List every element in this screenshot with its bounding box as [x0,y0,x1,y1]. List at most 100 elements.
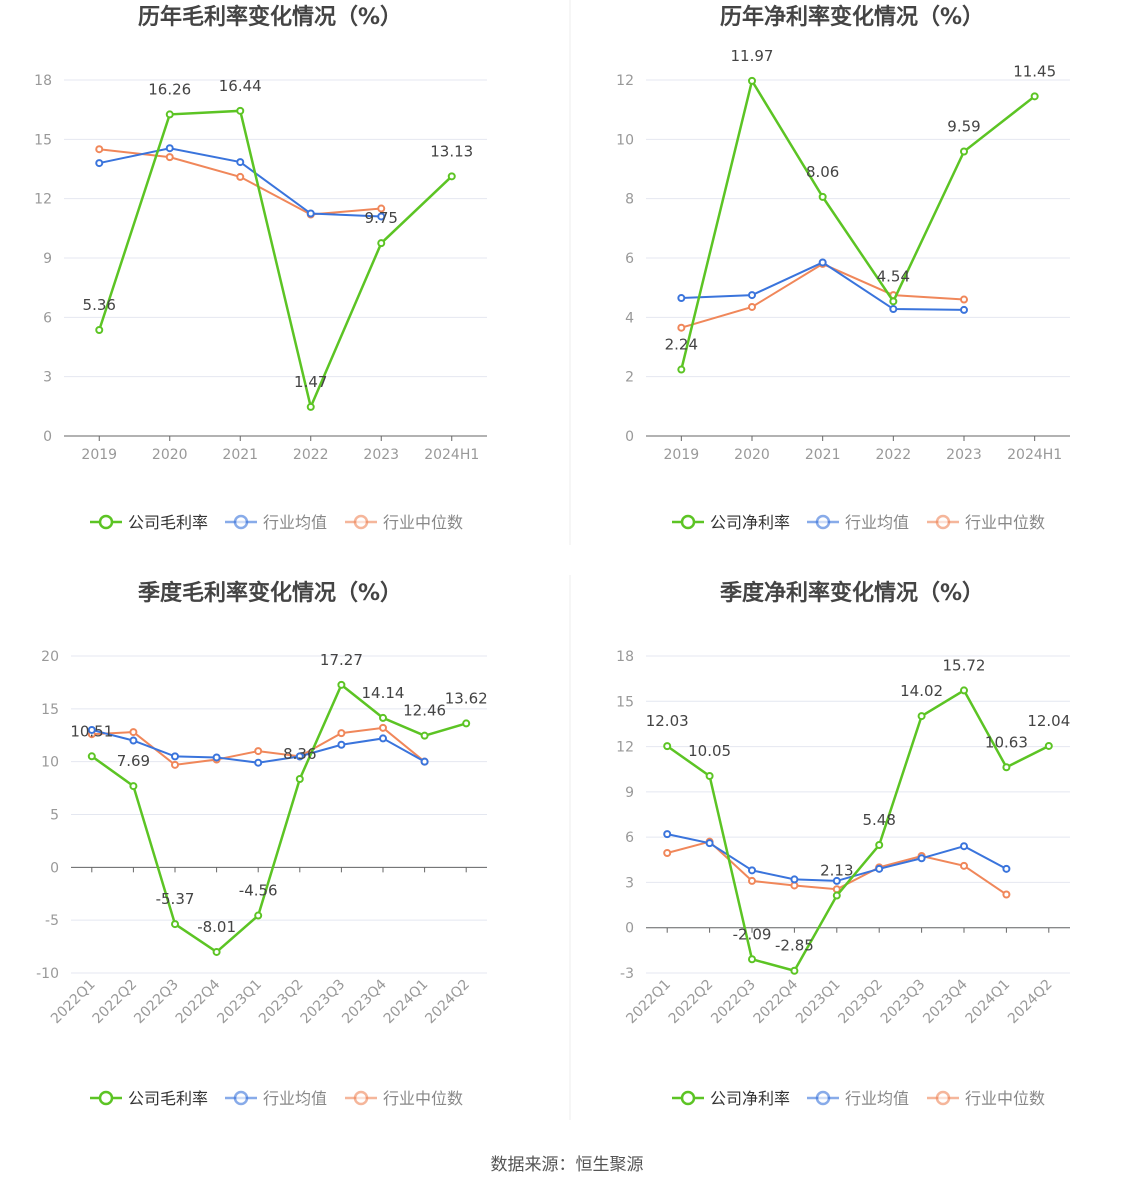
x-tick-label: 2023Q4 [920,976,971,1027]
data-point-avg [87,725,96,734]
data-point-avg [748,866,756,875]
y-tick-label: 3 [43,370,52,386]
data-label: 17.27 [320,651,363,669]
legend-swatch-marker [98,1090,114,1106]
y-tick-label: 9 [43,251,52,267]
data-point-median [379,723,387,732]
data-label: 2.24 [665,336,698,354]
x-tick-label: 2019 [81,447,117,463]
data-label: 9.59 [947,117,980,135]
data-point-median [663,848,672,857]
data-label: 2.13 [820,862,853,880]
legend-label: 公司净利率 [710,513,790,532]
data-point-company [663,742,672,751]
legend-item-avg: 行业均值 [807,1089,909,1108]
data-label: 13.62 [445,689,488,707]
x-tick-label: 2022Q4 [751,976,802,1027]
data-point-median [236,172,245,181]
y-tick-label: 2 [625,370,634,386]
data-point-company [171,920,179,929]
series-line-company [680,77,1036,370]
data-point-median [377,204,386,213]
data-point-company [748,76,756,85]
data-label: 12.04 [1027,712,1070,730]
chart-1: 历年毛利率变化情况（%） 0 3 6 9 12 15 18 2019 2020 2021 2022 20… [34,4,487,532]
x-tick-label: 2019 [664,447,700,463]
legend-label: 行业中位数 [383,1089,463,1108]
x-tick-label: 2022Q1 [623,977,674,1028]
y-tick-label: 8 [625,192,634,208]
data-point-company [917,712,926,721]
data-point-company [960,147,968,156]
y-tick-label: 12 [616,73,634,89]
data-label: -2.09 [733,925,772,943]
y-tick-label: 9 [625,785,634,801]
data-label: 16.26 [148,80,191,98]
data-label: 11.45 [1013,62,1056,80]
data-point-median [165,153,174,162]
data-point-avg [960,842,968,851]
y-tick-label: 15 [34,132,52,148]
data-label: -5.37 [156,890,195,908]
data-label: 4.54 [877,267,910,285]
chart-title: 历年净利率变化情况（%） [720,4,984,30]
x-tick-label: 2022Q3 [131,977,182,1028]
legend-label: 行业均值 [263,1089,327,1108]
chart-title: 历年毛利率变化情况（%） [138,4,402,30]
data-point-company [295,774,304,783]
legend-item-company: 公司净利率 [672,1089,790,1108]
data-point-avg [705,839,714,848]
x-tick-label: 2021 [805,447,841,463]
data-label: 7.69 [117,752,150,770]
data-label: 13.13 [430,142,473,160]
x-tick-label: 2023Q3 [878,977,929,1028]
x-tick-label: 2023Q3 [298,977,349,1028]
y-tick-label: 15 [616,694,634,710]
y-tick-label: -10 [36,966,59,982]
legend-swatch-marker [353,514,369,530]
data-point-company [705,772,714,781]
series-line-company [91,682,467,954]
data-point-company [677,365,686,374]
data-label: 14.02 [900,682,943,700]
data-point-company [447,172,456,181]
chart-title: 季度净利率变化情况（%） [720,580,984,606]
y-tick-label: 18 [616,649,634,665]
y-tick-label: 0 [43,429,52,445]
data-label: 11.97 [731,47,774,65]
legend-label: 公司净利率 [710,1089,790,1108]
data-point-median [960,295,968,304]
chart-legend: 公司毛利率 行业均值 行业中位数 [90,513,463,532]
data-label: 1.47 [294,373,327,391]
x-tick-label: 2023Q1 [214,977,265,1028]
data-label: 12.46 [403,702,446,720]
y-tick-label: 0 [625,921,634,937]
chart-legend: 公司毛利率 行业均值 行业中位数 [90,1089,463,1108]
legend-item-median: 行业中位数 [927,1089,1045,1108]
legend-label: 行业中位数 [965,1089,1045,1108]
data-label: 8.36 [283,745,316,763]
data-label: 10.51 [70,722,113,740]
data-label: 15.72 [943,656,986,674]
legend-swatch-marker [815,1090,831,1106]
data-point-company [129,782,138,791]
legend-swatch-marker [815,514,831,530]
data-point-company [875,840,884,849]
y-tick-label: 4 [625,310,634,326]
y-tick-label: 20 [41,649,59,665]
legend-item-company: 公司毛利率 [90,513,208,532]
data-point-company [87,752,96,761]
data-point-company [462,719,471,728]
y-tick-label: 12 [34,192,52,208]
legend-label: 行业均值 [845,513,909,532]
data-point-median [677,323,686,332]
x-tick-label: 2024Q1 [963,977,1014,1028]
legend-label: 行业中位数 [383,513,463,532]
legend-item-avg: 行业均值 [225,1089,327,1108]
y-tick-label: -5 [45,913,59,929]
data-point-avg [377,212,386,221]
y-tick-label: 12 [616,740,634,756]
y-tick-label: 10 [41,755,59,771]
data-point-avg [917,854,926,863]
data-label: 16.44 [219,77,262,95]
